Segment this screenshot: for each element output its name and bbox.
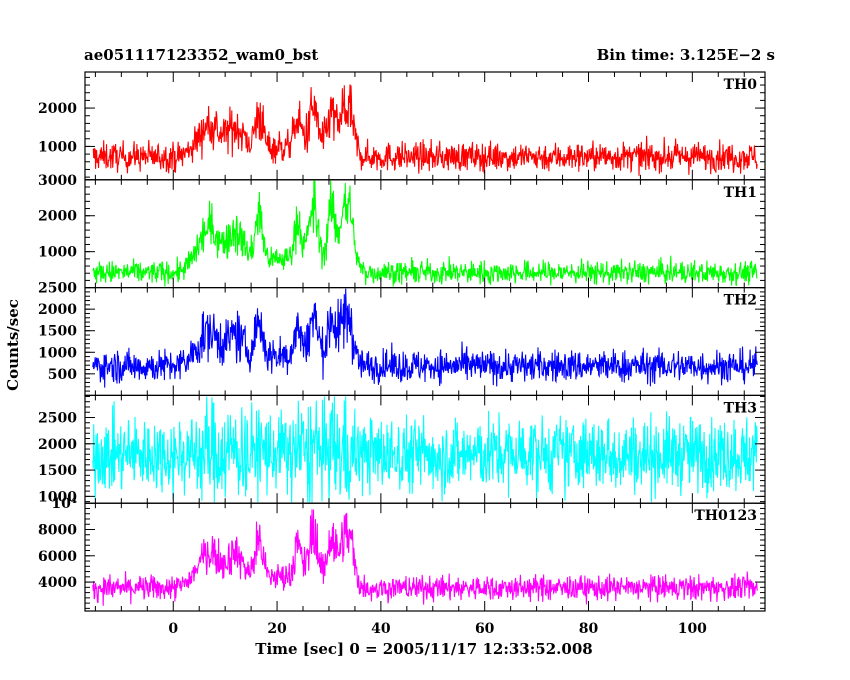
panel-label: TH1 [724,185,757,201]
x-tick-label: 0 [168,621,178,637]
panel-frame [84,71,766,181]
chart-title: ae051117123352_wam0_bst [84,46,318,64]
y-tick-label: 8000 [38,522,77,538]
series-line-th0 [92,84,758,176]
y-tick-label: 1000 [38,245,77,261]
panel-th3: 1000 1500 2000 2500 TH3 [38,394,766,505]
panel-th0123: 4000 6000 8000 10⁴ TH0123 [38,496,766,612]
y-tick-label: 2500 [38,410,77,426]
x-axis-label: Time [sec] 0 = 2005/11/17 12:33:52.008 [255,640,592,658]
y-tick-label: 2500 [38,281,77,297]
y-axis-label: Counts/sec [4,299,22,391]
y-tick-label: 1500 [38,324,77,340]
y-tick-label: 2000 [38,302,77,318]
y-tick-label: 4000 [38,575,77,591]
x-tick-label: 20 [267,621,287,637]
series-line-th1 [92,180,758,287]
panel-frame [84,502,766,612]
x-tick-label: 40 [371,621,391,637]
y-tick-label: 2000 [38,101,77,117]
panel-label: TH0 [724,77,758,93]
y-tick-label: 1000 [38,345,77,361]
y-tick-label: 6000 [38,549,77,565]
y-tick-label: 3000 [38,173,77,189]
series-line-th2 [92,288,758,388]
panel-th2: 500 1000 1500 2000 2500 TH2 [38,281,766,397]
y-tick-label: 1000 [38,489,77,505]
x-axis: 0 20 40 60 80 100 [168,621,707,637]
y-tick-label: 2000 [38,437,77,453]
x-tick-label: 60 [475,621,495,637]
bin-time-label: Bin time: 3.125E−2 s [597,46,775,64]
panel-th0: 1000 2000 TH0 [38,71,766,181]
y-tick-label: 1500 [38,463,77,479]
y-tick-label: 10⁴ [51,496,77,512]
x-tick-label: 100 [678,621,707,637]
panel-label: TH0123 [694,508,757,524]
y-tick-label: 2000 [38,209,77,225]
x-tick-label: 80 [579,621,599,637]
y-tick-label: 1000 [38,139,77,155]
panel-label: TH3 [724,400,757,416]
panel-label: TH2 [724,293,757,309]
series-line-th0123 [92,509,758,606]
y-tick-label: 500 [48,367,77,383]
panels: 1000 2000 TH0 1000 2000 3000 TH1 500 1000 1500 200… [38,71,766,612]
series-line-th3 [92,396,758,503]
panel-th1: 1000 2000 3000 TH1 [38,173,766,289]
